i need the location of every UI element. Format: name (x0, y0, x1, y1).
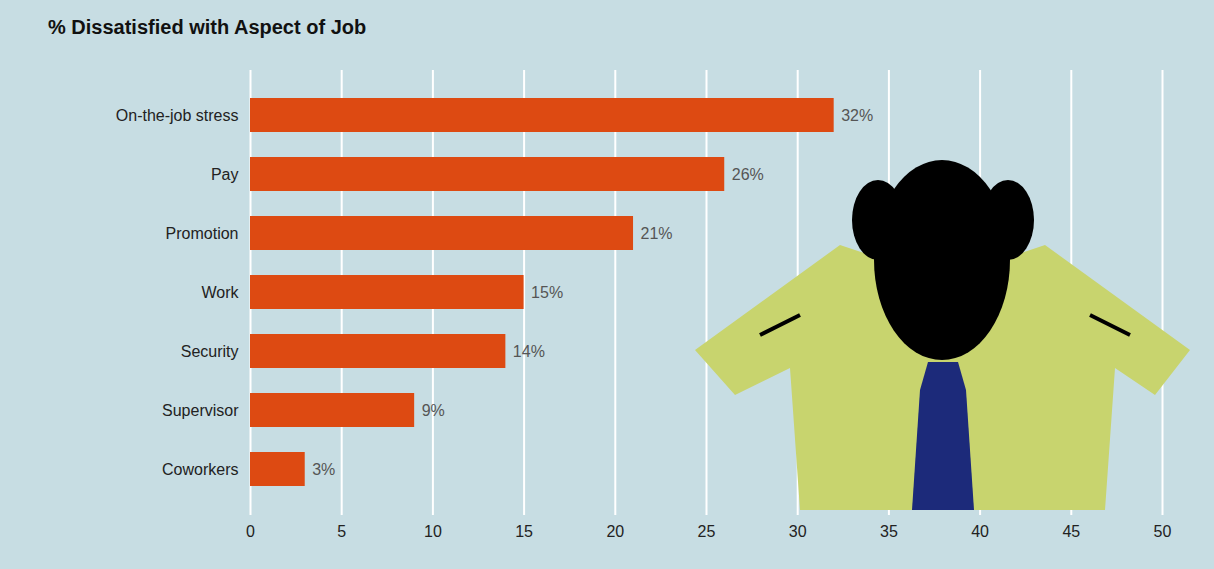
svg-text:26%: 26% (732, 166, 764, 183)
svg-text:Pay: Pay (211, 166, 239, 183)
svg-text:5: 5 (337, 523, 346, 540)
svg-text:45: 45 (1062, 523, 1080, 540)
svg-text:Coworkers: Coworkers (162, 461, 238, 478)
html-text:% Dissatisfied with Aspect of: % Dissatisfied with Aspect of Job (48, 16, 367, 38)
svg-text:21%: 21% (641, 225, 673, 242)
svg-text:Supervisor: Supervisor (162, 402, 239, 419)
svg-text:10: 10 (424, 523, 442, 540)
svg-text:30: 30 (789, 523, 807, 540)
svg-text:40: 40 (971, 523, 989, 540)
svg-text:14%: 14% (513, 343, 545, 360)
svg-text:On-the-job stress: On-the-job stress (116, 107, 239, 124)
svg-text:35: 35 (880, 523, 898, 540)
svg-text:0: 0 (246, 523, 255, 540)
svg-text:25: 25 (698, 523, 716, 540)
svg-text:50: 50 (1154, 523, 1172, 540)
svg-text:Security: Security (181, 343, 239, 360)
svg-text:15: 15 (515, 523, 533, 540)
svg-text:15%: 15% (531, 284, 563, 301)
svg-text:Promotion: Promotion (166, 225, 239, 242)
svg-text:3%: 3% (312, 461, 335, 478)
svg-text:20: 20 (606, 523, 624, 540)
svg-text:Work: Work (201, 284, 239, 301)
svg-text:9%: 9% (422, 402, 445, 419)
svg-text:32%: 32% (841, 107, 873, 124)
